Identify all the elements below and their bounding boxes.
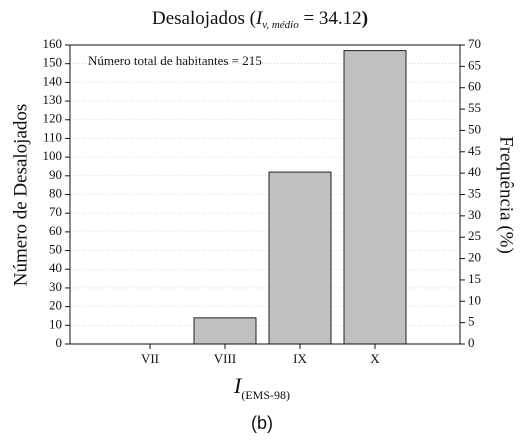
x-tick-label: VII: [141, 351, 159, 366]
y2-tick-label: 65: [468, 57, 481, 72]
y2-tick-label: 35: [468, 185, 481, 200]
y-tick-label: 80: [49, 185, 62, 200]
y-tick-label: 20: [49, 298, 62, 313]
y2-tick-label: 20: [468, 250, 481, 265]
chart-title: Desalojados (Iv, médio = 34.12): [152, 8, 368, 30]
y-tick-label: 110: [43, 129, 62, 144]
y2-tick-label: 50: [468, 121, 481, 136]
y-tick-label: 10: [49, 316, 62, 331]
y2-tick-label: 60: [468, 79, 481, 94]
bar: [268, 171, 332, 345]
title-part: v, médio: [262, 19, 299, 31]
y-tick-label: 150: [43, 55, 63, 70]
x-label-part: (EMS-98): [241, 388, 290, 402]
bar: [343, 50, 407, 345]
y-tick-label: 40: [49, 260, 62, 275]
x-tick-label: X: [370, 351, 380, 366]
y2-tick-label: 25: [468, 228, 481, 243]
y-tick-label: 140: [43, 73, 63, 88]
plot-frame: [69, 44, 461, 345]
y-tick-label: 30: [49, 279, 62, 294]
y2-axis-label: Frequência (%): [496, 136, 517, 254]
x-tick-label: VIII: [214, 351, 236, 366]
y2-tick-label: 30: [468, 207, 481, 222]
x-tick-label: IX: [293, 351, 307, 366]
y-tick-label: 120: [43, 111, 63, 126]
y-tick-label: 0: [56, 335, 63, 350]
y-tick-label: 60: [49, 223, 62, 238]
title-part: ): [362, 8, 368, 29]
x-label-part: I: [233, 373, 243, 398]
annotation: Número total de habitantes = 215: [88, 53, 262, 68]
bar: [193, 317, 257, 345]
title-part: Desalojados (: [152, 8, 256, 29]
title-part: I: [255, 8, 264, 29]
caption: (b): [251, 413, 273, 433]
y2-tick-label: 40: [468, 164, 481, 179]
y2-tick-label: 55: [468, 100, 481, 115]
y2-tick-label: 15: [468, 271, 481, 286]
y-tick-label: 50: [49, 242, 62, 257]
y-tick-label: 130: [43, 92, 63, 107]
y2-tick-label: 70: [468, 36, 481, 51]
y-tick-label: 90: [49, 167, 62, 182]
y2-tick-label: 10: [468, 292, 481, 307]
title-part: = 34.12: [299, 8, 362, 29]
y2-tick-label: 45: [468, 143, 481, 158]
y-tick-label: 160: [43, 36, 63, 51]
y-tick-label: 70: [49, 204, 62, 219]
y-tick-label: 100: [43, 148, 63, 163]
y2-tick-label: 0: [468, 335, 475, 350]
y-axis-label: Número de Desalojados: [10, 104, 31, 287]
y2-tick-label: 5: [468, 314, 475, 329]
x-axis-label: I(EMS-98): [233, 373, 290, 402]
